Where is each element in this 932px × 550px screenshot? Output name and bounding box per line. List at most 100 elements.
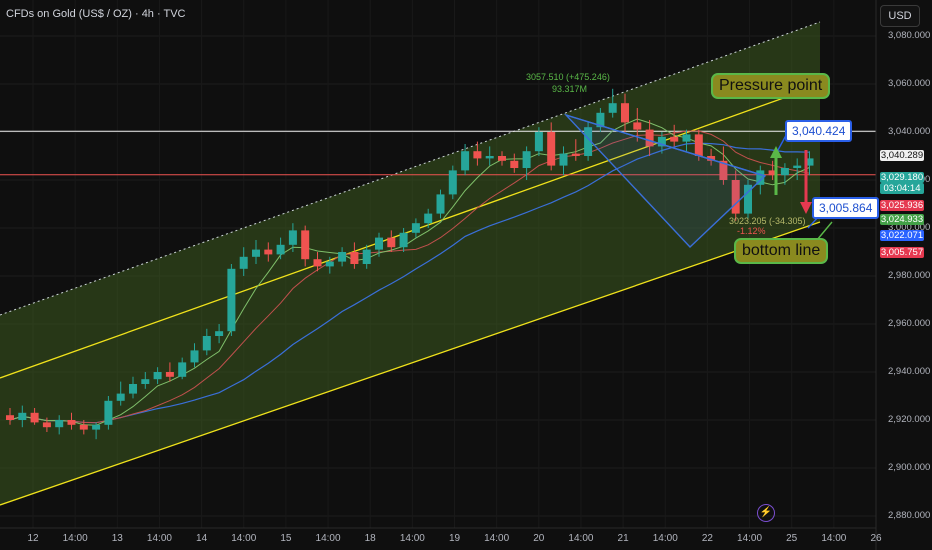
- time-tick: 14:00: [652, 533, 678, 544]
- candle-body: [190, 350, 199, 363]
- candle-body: [301, 230, 310, 260]
- candle-body: [571, 153, 580, 156]
- candle-body: [670, 136, 679, 142]
- candle-body: [362, 249, 371, 264]
- candle-body: [30, 412, 39, 423]
- time-tick: 25: [786, 533, 798, 544]
- candle-body: [288, 230, 297, 245]
- ma-slow: [9, 142, 810, 424]
- price-tag-green: 3,024.933: [880, 214, 924, 225]
- candle-body: [768, 170, 777, 176]
- time-tick: 21: [617, 533, 629, 544]
- time-tick: 13: [111, 533, 123, 544]
- channel-lower-line: [0, 221, 821, 506]
- candle-body: [473, 151, 482, 159]
- bottom-value-label[interactable]: 3,005.864: [812, 197, 880, 219]
- bottom-line-callout[interactable]: bottom line: [734, 238, 829, 264]
- high-volume-label: 93.317M: [552, 84, 588, 94]
- price-tick: 3,040.000: [888, 126, 931, 137]
- currency-selector[interactable]: USD: [880, 5, 920, 27]
- candle-body: [498, 156, 506, 161]
- time-tick: 18: [364, 533, 376, 544]
- candle-body: [534, 132, 543, 152]
- price-tick: 3,080.000: [888, 30, 931, 41]
- candle-body: [239, 256, 248, 269]
- candle-body: [657, 136, 666, 147]
- candle-body: [731, 180, 740, 214]
- pressure-point-callout[interactable]: Pressure point: [711, 73, 831, 99]
- candle-body: [793, 165, 802, 168]
- candle-body: [129, 384, 137, 394]
- candle-body: [510, 160, 519, 168]
- candle-body: [42, 422, 51, 428]
- candle-body: [780, 168, 789, 176]
- time-tick: 14:00: [231, 533, 257, 544]
- candle-body: [387, 237, 396, 248]
- time-tick: 14:00: [568, 533, 594, 544]
- candle-body: [547, 132, 556, 166]
- price-tick: 2,980.000: [888, 270, 931, 281]
- price-tick: 3,060.000: [888, 78, 931, 89]
- candle-body: [264, 249, 273, 255]
- ma-mid: [9, 130, 810, 424]
- price-tag-last: 3,029.180: [880, 172, 924, 183]
- price-tag-white-line: 3,040.289: [880, 150, 924, 161]
- triangle-top-edge: [565, 114, 766, 177]
- flash-icon[interactable]: ⚡: [757, 504, 775, 522]
- candle-body: [375, 237, 383, 250]
- candle-body: [252, 249, 260, 257]
- candle-body: [399, 232, 408, 248]
- pressure-value-label[interactable]: 3,040.424: [785, 120, 853, 142]
- candle-body: [6, 415, 14, 420]
- time-tick: 26: [870, 533, 882, 544]
- candle-body: [350, 252, 359, 264]
- price-tick: 2,900.000: [888, 462, 931, 473]
- price-tag-red2: 3,005.757: [880, 247, 924, 258]
- candle-body: [424, 213, 433, 224]
- price-tag-countdown: 03:04:14: [880, 183, 924, 194]
- channel-fill: [0, 22, 820, 505]
- time-tick: 19: [448, 533, 461, 544]
- candle-body: [325, 261, 334, 267]
- candle-body: [338, 252, 347, 262]
- candle-body: [165, 372, 174, 377]
- time-tick: 14:00: [737, 533, 763, 544]
- candle-body: [153, 372, 162, 380]
- high-change-label: 3057.510 (+475.246): [526, 72, 610, 82]
- candle-body: [707, 156, 716, 161]
- candle-body: [227, 268, 236, 332]
- price-tick: 2,960.000: [888, 318, 931, 329]
- candle-body: [104, 400, 113, 425]
- candle-body: [67, 420, 76, 425]
- candle-body: [694, 134, 703, 156]
- candle-body: [55, 420, 64, 428]
- candle-body: [313, 259, 322, 267]
- price-tick: 3,000.000: [888, 222, 931, 233]
- candle-body: [116, 393, 125, 401]
- candle-body: [178, 362, 187, 377]
- down-arrow-head: [800, 202, 812, 214]
- moving-averages: [9, 118, 810, 426]
- channel-upper-line: [0, 21, 821, 316]
- time-tick: 14:00: [62, 533, 88, 544]
- candle-body: [215, 331, 224, 336]
- candle-body: [756, 170, 765, 185]
- candle-body: [18, 412, 27, 420]
- candle-body: [805, 158, 814, 166]
- price-axis-panel: [876, 0, 932, 550]
- candle-body: [92, 424, 101, 430]
- candle-body: [596, 112, 605, 128]
- time-tick: 14:00: [484, 533, 510, 544]
- candle-body: [584, 127, 593, 156]
- time-tick: 14:00: [315, 533, 341, 544]
- time-tick: 14:00: [399, 533, 425, 544]
- candlesticks: [6, 88, 814, 440]
- candle-body: [411, 223, 420, 233]
- price-tag-blue: 3,022.071: [880, 230, 924, 241]
- measure-label: 3023.205 (-34.305): [729, 216, 806, 226]
- candle-body: [436, 194, 445, 214]
- time-tick: 14: [196, 533, 208, 544]
- channel-mid-line: [0, 84, 821, 379]
- candle-body: [744, 184, 752, 214]
